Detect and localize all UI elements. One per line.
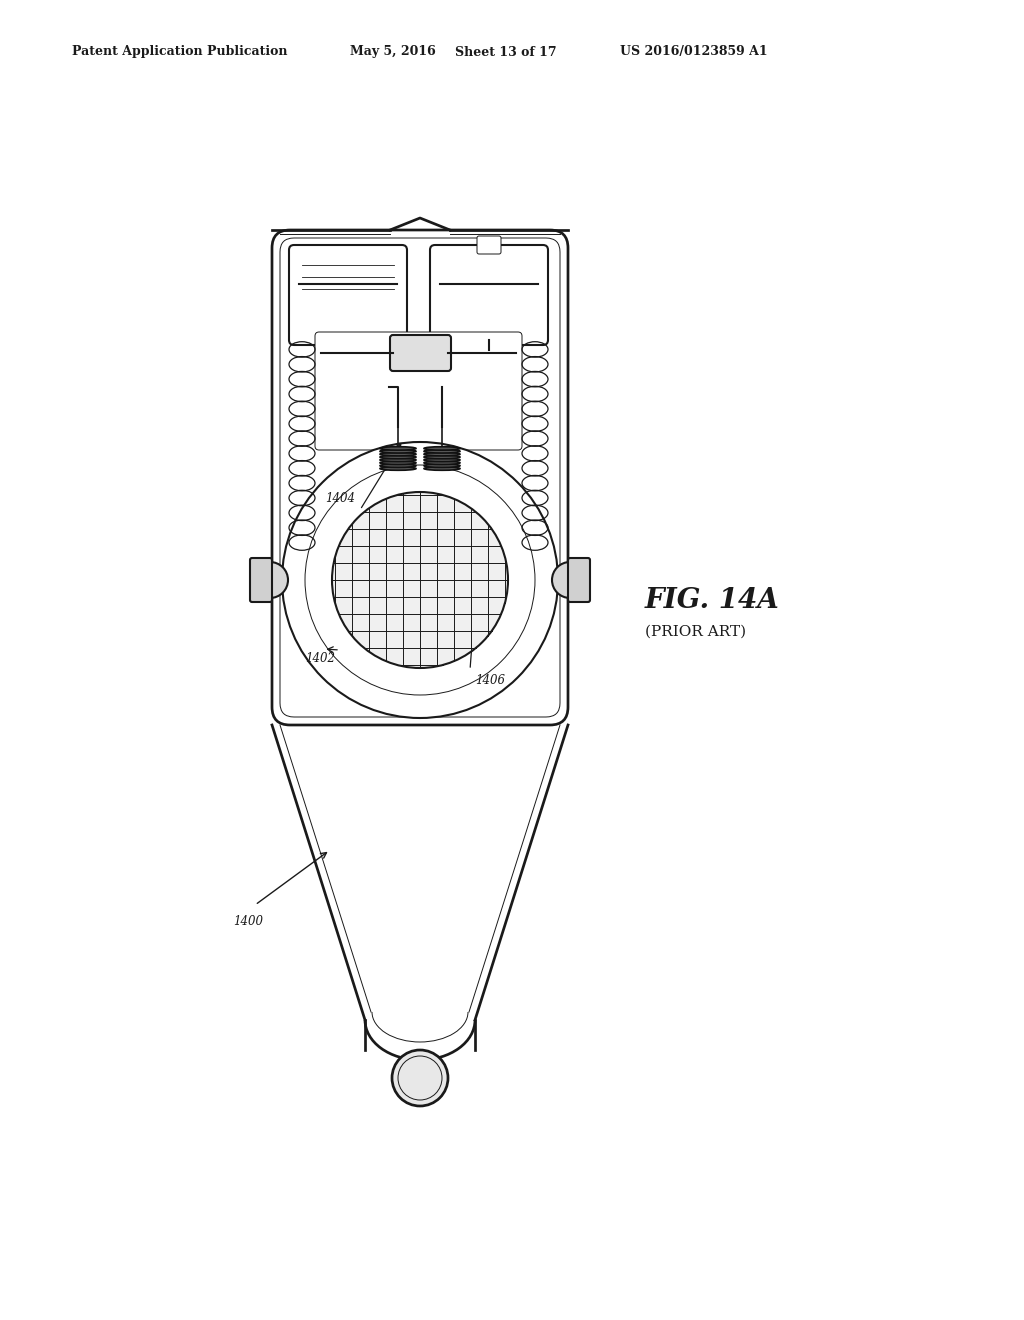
Text: US 2016/0123859 A1: US 2016/0123859 A1 [620,45,768,58]
Ellipse shape [424,446,460,450]
Ellipse shape [380,455,416,459]
FancyBboxPatch shape [477,236,501,253]
FancyBboxPatch shape [430,246,548,345]
FancyBboxPatch shape [289,246,407,345]
FancyBboxPatch shape [390,335,451,371]
Ellipse shape [424,458,460,462]
Text: (PRIOR ART): (PRIOR ART) [645,624,746,639]
Ellipse shape [424,463,460,467]
Ellipse shape [424,467,460,470]
Ellipse shape [424,453,460,455]
Ellipse shape [380,461,416,465]
Text: Sheet 13 of 17: Sheet 13 of 17 [455,45,557,58]
Ellipse shape [380,458,416,462]
Text: 1404: 1404 [325,492,355,506]
FancyBboxPatch shape [568,558,590,602]
FancyBboxPatch shape [250,558,272,602]
Circle shape [282,442,558,718]
Ellipse shape [380,467,416,470]
Circle shape [392,1049,449,1106]
Ellipse shape [380,446,416,450]
Ellipse shape [424,450,460,453]
Text: FIG. 14A: FIG. 14A [645,586,779,614]
Circle shape [552,562,588,598]
Text: Patent Application Publication: Patent Application Publication [72,45,288,58]
Text: 1402: 1402 [305,652,335,665]
Ellipse shape [424,455,460,459]
Ellipse shape [380,453,416,455]
FancyBboxPatch shape [315,333,522,450]
Circle shape [252,562,288,598]
Ellipse shape [380,463,416,467]
Text: 1400: 1400 [233,915,263,928]
Text: 1406: 1406 [475,675,505,686]
Text: May 5, 2016: May 5, 2016 [350,45,436,58]
FancyBboxPatch shape [272,230,568,725]
Circle shape [332,492,508,668]
Ellipse shape [380,450,416,453]
Ellipse shape [424,461,460,465]
